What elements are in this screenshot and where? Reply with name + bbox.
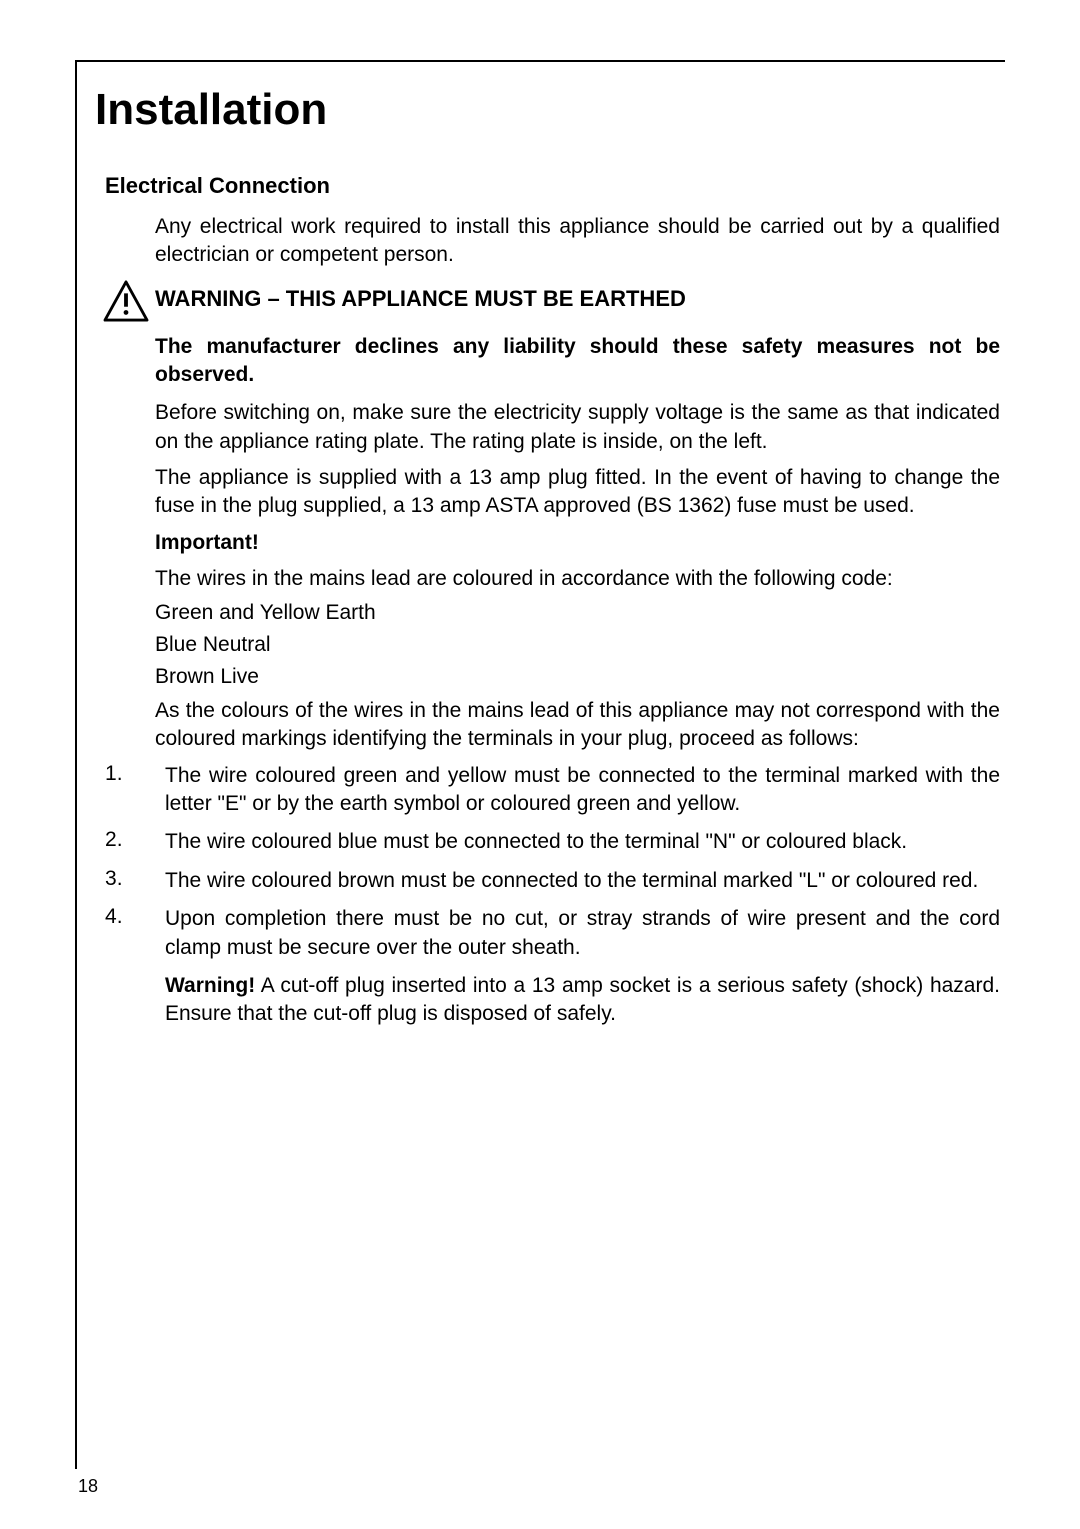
liability-paragraph: The manufacturer declines any liability … bbox=[155, 333, 1000, 390]
intro-paragraph: Any electrical work required to install … bbox=[155, 213, 1000, 270]
step-text: The wire coloured blue must be connected… bbox=[165, 828, 1000, 856]
cutoff-warning-text: A cut-off plug inserted into a 13 amp so… bbox=[165, 974, 1000, 1025]
proceed-paragraph: As the colours of the wires in the mains… bbox=[155, 697, 1000, 754]
step-item: The wire coloured blue must be connected… bbox=[95, 828, 1000, 856]
step-text: The wire coloured green and yellow must … bbox=[165, 762, 1000, 819]
step-item: Upon completion there must be no cut, or… bbox=[95, 905, 1000, 1028]
step-text: The wire coloured brown must be connecte… bbox=[165, 867, 1000, 895]
cutoff-warning-label: Warning! bbox=[165, 974, 255, 997]
voltage-paragraph: Before switching on, make sure the elect… bbox=[155, 399, 1000, 456]
step-4-body: Upon completion there must be no cut, or… bbox=[165, 905, 1000, 1028]
important-heading: Important! bbox=[155, 531, 1000, 555]
page-number: 18 bbox=[78, 1476, 98, 1497]
intro-block: Any electrical work required to install … bbox=[155, 213, 1000, 270]
fuse-paragraph: The appliance is supplied with a 13 amp … bbox=[155, 464, 1000, 521]
wire-earth: Green and Yellow Earth bbox=[155, 601, 1000, 625]
page-content: Installation Electrical Connection Any e… bbox=[95, 85, 1000, 1449]
warning-heading: WARNING – THIS APPLIANCE MUST BE EARTHED bbox=[155, 286, 686, 312]
cutoff-warning-paragraph: Warning! A cut-off plug inserted into a … bbox=[165, 972, 1000, 1029]
steps-list: The wire coloured green and yellow must … bbox=[95, 762, 1000, 1029]
step-item: The wire coloured brown must be connecte… bbox=[95, 867, 1000, 895]
section-heading: Electrical Connection bbox=[105, 173, 1000, 199]
wire-live: Brown Live bbox=[155, 665, 1000, 689]
body-block: The manufacturer declines any liability … bbox=[155, 333, 1000, 754]
warning-row: WARNING – THIS APPLIANCE MUST BE EARTHED bbox=[95, 278, 1000, 327]
code-paragraph: The wires in the mains lead are coloured… bbox=[155, 565, 1000, 593]
page-title: Installation bbox=[95, 85, 1000, 135]
wire-neutral: Blue Neutral bbox=[155, 633, 1000, 657]
step-text: Upon completion there must be no cut, or… bbox=[165, 907, 1000, 958]
warning-triangle-icon bbox=[103, 280, 149, 327]
step-item: The wire coloured green and yellow must … bbox=[95, 762, 1000, 819]
